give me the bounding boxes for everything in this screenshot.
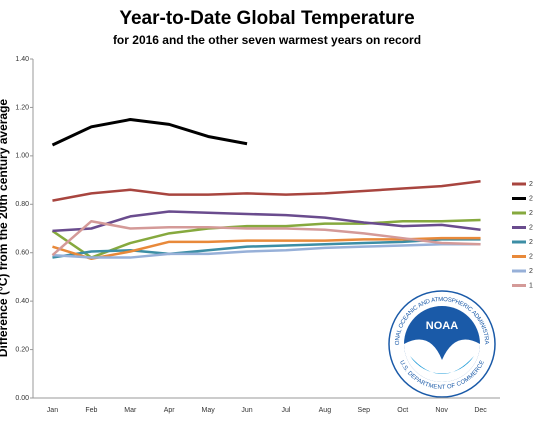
x-tick-label: Mar xyxy=(124,407,137,414)
logo-bird xyxy=(404,339,480,382)
x-tick-label: Jan xyxy=(47,407,58,414)
y-tick-label: 1.00 xyxy=(15,153,29,160)
x-tick-label: Jun xyxy=(241,407,252,414)
y-tick-label: 0.20 xyxy=(15,346,29,353)
series-line xyxy=(52,180,481,202)
x-tick-label: Feb xyxy=(85,407,97,414)
chart-subtitle: for 2016 and the other seven warmest yea… xyxy=(113,33,421,47)
plot: 0.00 0.20 0.40 0.60 0.80 1.00 1.20 1.40 Jan Feb Ma… xyxy=(15,56,533,414)
chart-title: Year-to-Date Global Temperature xyxy=(119,8,414,29)
x-tick-label: Aug xyxy=(319,407,332,414)
legend-label: 2 xyxy=(529,195,533,202)
legend-label: 2 xyxy=(529,181,533,188)
legend-label: 2 xyxy=(529,268,533,275)
series-line xyxy=(51,218,481,259)
logo-wave xyxy=(410,356,474,374)
logo-label: NOAA xyxy=(426,320,458,332)
x-tick-label: Sep xyxy=(358,407,371,414)
logo-ring-top: NATIONAL OCEANIC AND ATMOSPHERIC ADMINIS… xyxy=(0,0,489,345)
x-tick-label: Nov xyxy=(435,407,448,414)
y-tick-label: 0.60 xyxy=(15,250,29,257)
x-tick-label: Jul xyxy=(281,407,290,414)
x-tick-label: Dec xyxy=(474,407,487,414)
logo-ring-top-path: NATIONAL OCEANIC AND ATMOSPHERIC ADMINIS… xyxy=(0,0,489,345)
x-tick-label: May xyxy=(202,407,216,414)
y-tick-label: 0.00 xyxy=(15,395,29,402)
series-line xyxy=(51,219,481,257)
series-line xyxy=(51,118,248,147)
series-line xyxy=(52,242,481,259)
series-line xyxy=(52,210,481,233)
legend-label: 1 xyxy=(529,282,533,289)
x-tick-label: Apr xyxy=(164,407,176,414)
x-tick-label: Oct xyxy=(397,407,408,414)
legend-label: 2 xyxy=(529,210,533,217)
noaa-logo: NOAA NATIONAL OCEANIC AND ATMOSPHERIC AD… xyxy=(0,0,496,398)
legend-label: 2 xyxy=(529,239,533,246)
series-line xyxy=(52,238,481,259)
legend-label: 2 xyxy=(529,224,533,231)
y-tick-label: 0.80 xyxy=(15,201,29,208)
y-tick-label: 0.40 xyxy=(15,298,29,305)
y-axis-label: Difference (°C) from the 20th century av… xyxy=(0,99,10,358)
y-tick-label: 1.20 xyxy=(15,104,29,111)
y-tick-label: 1.40 xyxy=(15,56,29,63)
legend-label: 2 xyxy=(529,253,533,260)
